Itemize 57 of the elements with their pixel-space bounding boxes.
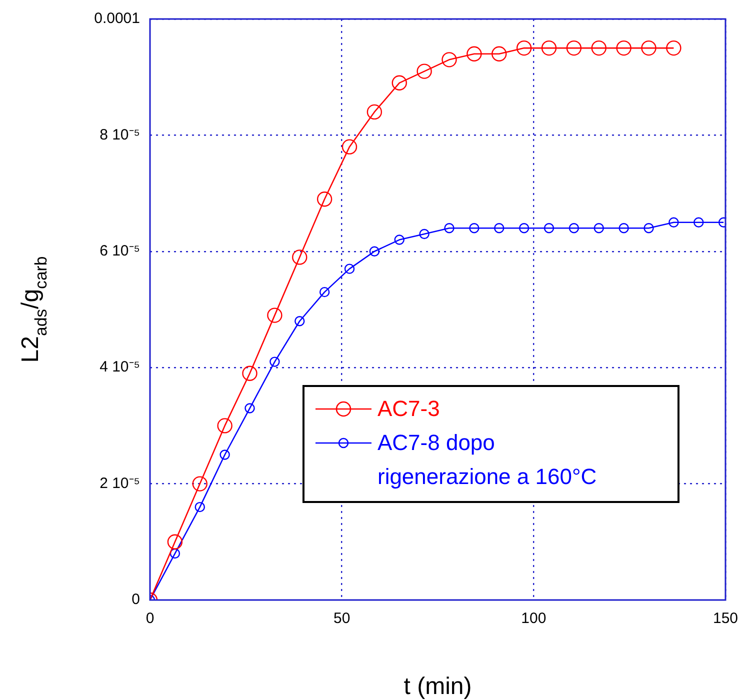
point (668, 217, 679, 228)
point (444, 223, 454, 234)
point (394, 234, 404, 245)
point (170, 548, 180, 559)
x-tick-label: 150 (712, 610, 738, 628)
y-tick-label: 2 10⁻⁵ (100, 474, 140, 492)
point (694, 217, 704, 228)
point (316, 192, 332, 207)
x-tick-label: 100 (521, 610, 546, 628)
legend-label: AC7-3 (377, 396, 440, 422)
point (416, 64, 432, 79)
point (270, 356, 280, 367)
point (267, 308, 282, 323)
point (419, 228, 430, 240)
x-axis-title: t (min) (404, 673, 472, 700)
point (591, 40, 606, 56)
legend-label: AC7-8 dopo rigenerazione a 160°C (377, 430, 597, 490)
point (244, 403, 255, 414)
y-tick-label: 8 10⁻⁵ (100, 126, 140, 144)
point (666, 40, 682, 56)
point (369, 246, 380, 256)
point (618, 223, 629, 234)
y-tick-label: 0 (132, 591, 140, 608)
point (342, 139, 358, 154)
point (494, 223, 504, 234)
point (292, 250, 308, 265)
point (194, 502, 205, 512)
point (594, 223, 604, 234)
y-tick-label: 6 10⁻⁵ (100, 242, 140, 260)
point (319, 286, 330, 298)
point (466, 46, 482, 62)
point (217, 418, 232, 434)
point (392, 75, 407, 91)
point (220, 450, 230, 460)
x-tick-label: 0 (146, 610, 154, 628)
point (541, 40, 557, 56)
point (366, 104, 382, 120)
point (167, 534, 183, 550)
y-axis-title: L2ads/gcarb (17, 256, 50, 363)
x-tick-label: 50 (333, 610, 350, 628)
point (544, 223, 554, 234)
point (518, 223, 530, 234)
point (344, 264, 355, 274)
point (516, 40, 532, 56)
point (644, 223, 654, 234)
point (568, 223, 580, 234)
point (192, 476, 208, 492)
point (492, 46, 507, 62)
point (616, 40, 632, 56)
point (469, 223, 480, 234)
point (566, 40, 582, 56)
point (641, 40, 656, 56)
y-tick-label: 0.0001 (94, 10, 140, 28)
point (294, 316, 305, 326)
point (442, 52, 457, 68)
y-tick-label: 4 10⁻⁵ (100, 358, 140, 376)
point (242, 366, 258, 382)
